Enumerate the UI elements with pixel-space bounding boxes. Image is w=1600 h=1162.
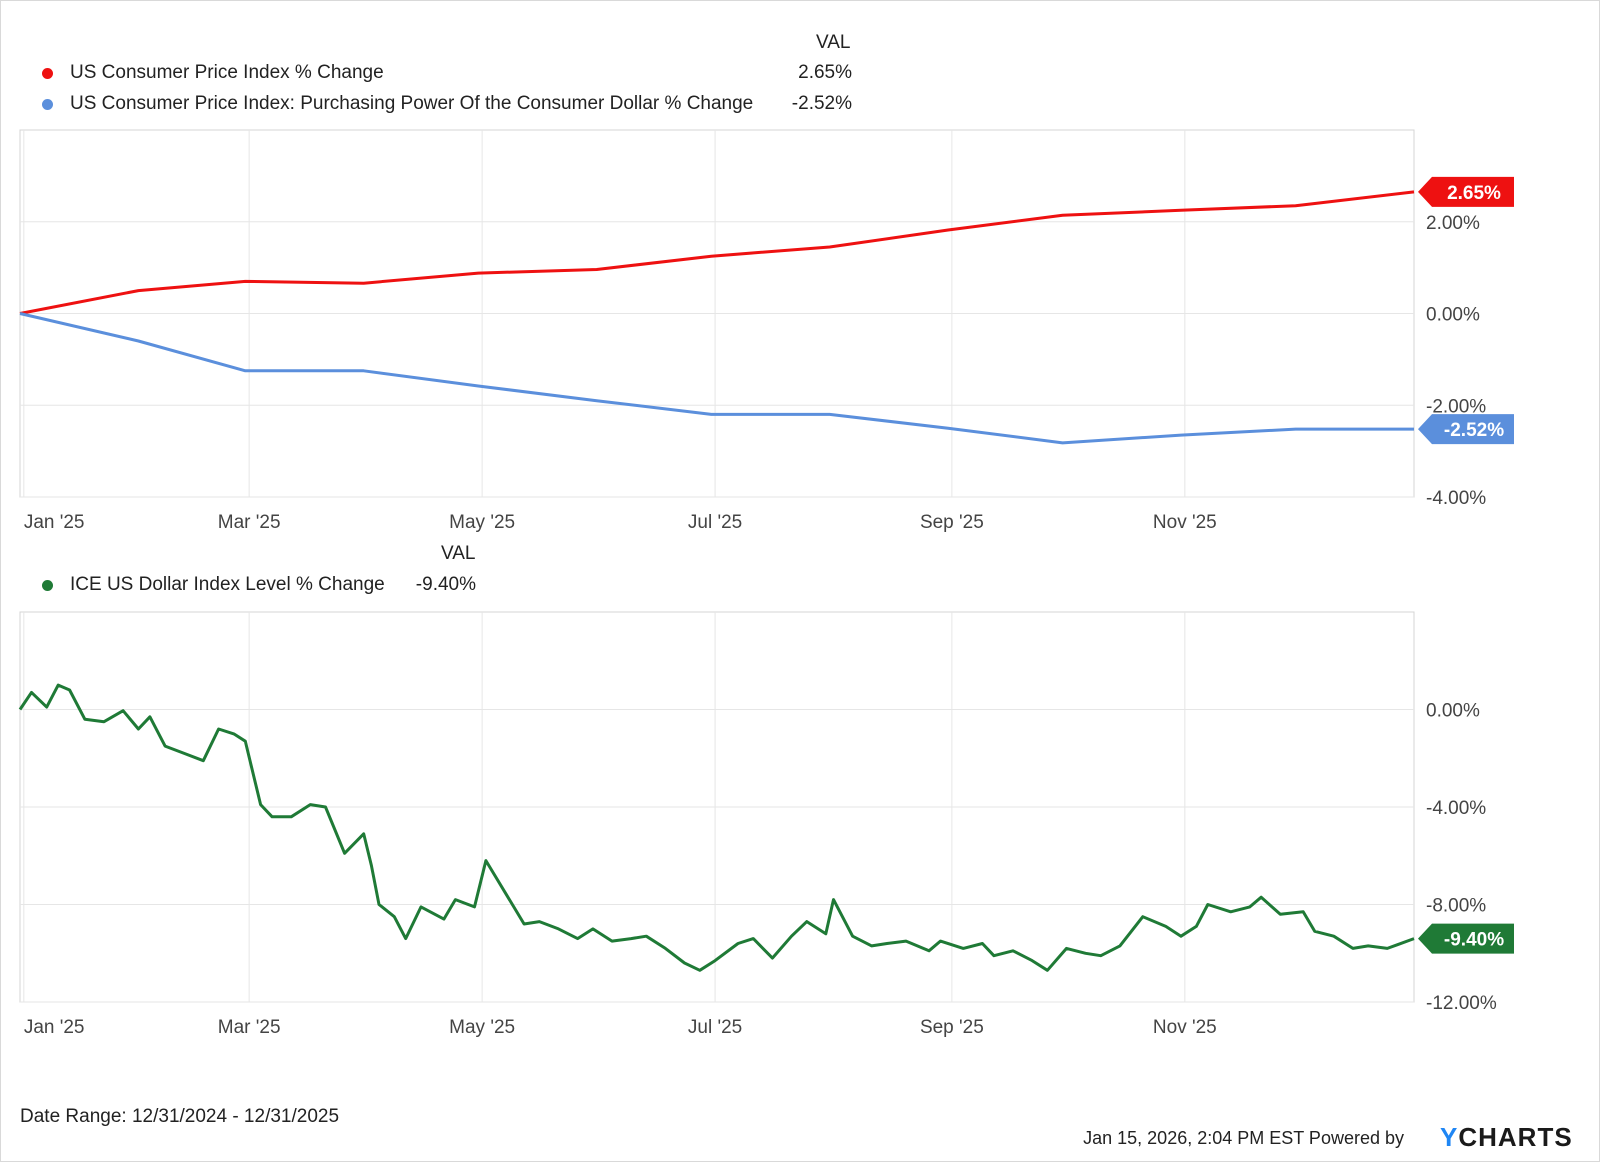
end-value-label: -9.40% — [1444, 930, 1504, 951]
legend-label-dxy: ICE US Dollar Index Level % Change — [70, 574, 385, 595]
y-tick-label: -2.00% — [1426, 396, 1486, 417]
y-tick-label: -8.00% — [1426, 896, 1486, 917]
x-tick-label: Nov '25 — [1153, 1017, 1217, 1038]
y-tick-label: -4.00% — [1426, 798, 1486, 819]
x-tick-label: Sep '25 — [920, 1017, 984, 1038]
end-value-flag — [1418, 414, 1514, 445]
legend-header-2: VAL — [441, 543, 476, 564]
legend-dot-cpi — [42, 68, 53, 79]
x-tick-label: Jul '25 — [688, 512, 742, 533]
x-tick-label: Sep '25 — [920, 512, 984, 533]
x-tick-label: Mar '25 — [218, 1017, 281, 1038]
y-tick-label: -12.00% — [1426, 993, 1497, 1014]
series-line-2-1 — [18, 683, 1415, 972]
x-tick-label: Jan '25 — [24, 512, 85, 533]
x-tick-label: May '25 — [449, 1017, 515, 1038]
legend-value-dxy: -9.40% — [415, 574, 476, 595]
charts-canvas: 2.00% 0.00% -2.00% -4.00% Jan '25 Mar '25 May … — [18, 129, 1514, 1038]
legend-dot-purchasing-power — [42, 99, 53, 110]
x-tick-label: Jan '25 — [24, 1017, 85, 1038]
x-tick-label: Mar '25 — [218, 512, 281, 533]
y-tick-label: -4.00% — [1426, 488, 1486, 509]
end-value-flag — [1418, 176, 1514, 207]
legend-label-purchasing-power: US Consumer Price Index: Purchasing Powe… — [70, 93, 754, 114]
x-tick-label: Jul '25 — [688, 1017, 742, 1038]
series-line-1-2 — [19, 312, 1414, 445]
y-tick-label: 2.00% — [1426, 213, 1480, 234]
ycharts-logo[interactable]: YCHARTS — [1440, 1122, 1573, 1152]
end-value-label: 2.65% — [1447, 183, 1501, 204]
y-tick-label: 0.00% — [1426, 701, 1480, 722]
legend-label-cpi: US Consumer Price Index % Change — [70, 62, 384, 83]
legend-header-1: VAL — [816, 32, 851, 53]
series-line-1-1 — [19, 190, 1415, 315]
legend-value-purchasing-power: -2.52% — [791, 93, 852, 114]
end-value-flag — [1418, 923, 1514, 954]
x-tick-label: Nov '25 — [1153, 512, 1217, 533]
legend-value-cpi: 2.65% — [798, 62, 852, 83]
y-tick-label: 0.00% — [1426, 305, 1480, 326]
legend-dot-dxy — [42, 580, 53, 591]
footer-timestamp: Jan 15, 2026, 2:04 PM EST Powered by — [1083, 1128, 1404, 1148]
date-range: Date Range: 12/31/2024 - 12/31/2025 — [20, 1106, 340, 1127]
x-tick-label: May '25 — [449, 512, 515, 533]
end-value-label: -2.52% — [1444, 420, 1504, 441]
